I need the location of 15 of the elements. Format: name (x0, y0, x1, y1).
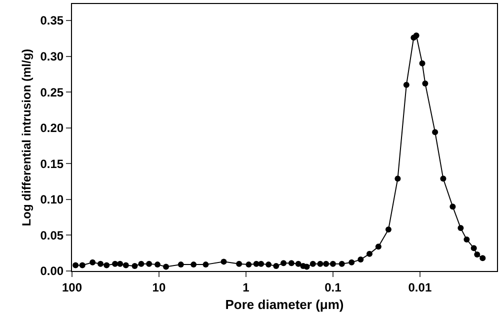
x-tick-label: 1 (242, 280, 250, 294)
x-tick-label: 0.01 (408, 280, 432, 294)
x-tick-label: 0.1 (324, 280, 342, 294)
y-tick-label: 0.30 (40, 49, 64, 64)
y-axis-title: Log differential intrusion (ml/g) (20, 48, 34, 226)
y-tick-label: 0.25 (40, 85, 64, 100)
y-tick-label: 0.00 (40, 264, 64, 278)
x-tick-label: 100 (62, 280, 82, 294)
x-tick-label: 10 (152, 280, 166, 294)
y-tick-label: 0.05 (40, 228, 64, 242)
y-tick-label: 0.35 (40, 14, 64, 28)
y-tick-label: 0.20 (40, 121, 64, 136)
y-tick-label: 0.15 (40, 156, 64, 171)
x-axis-title: Pore diameter (μm) (225, 297, 344, 312)
y-tick-label: 0.10 (40, 192, 64, 207)
